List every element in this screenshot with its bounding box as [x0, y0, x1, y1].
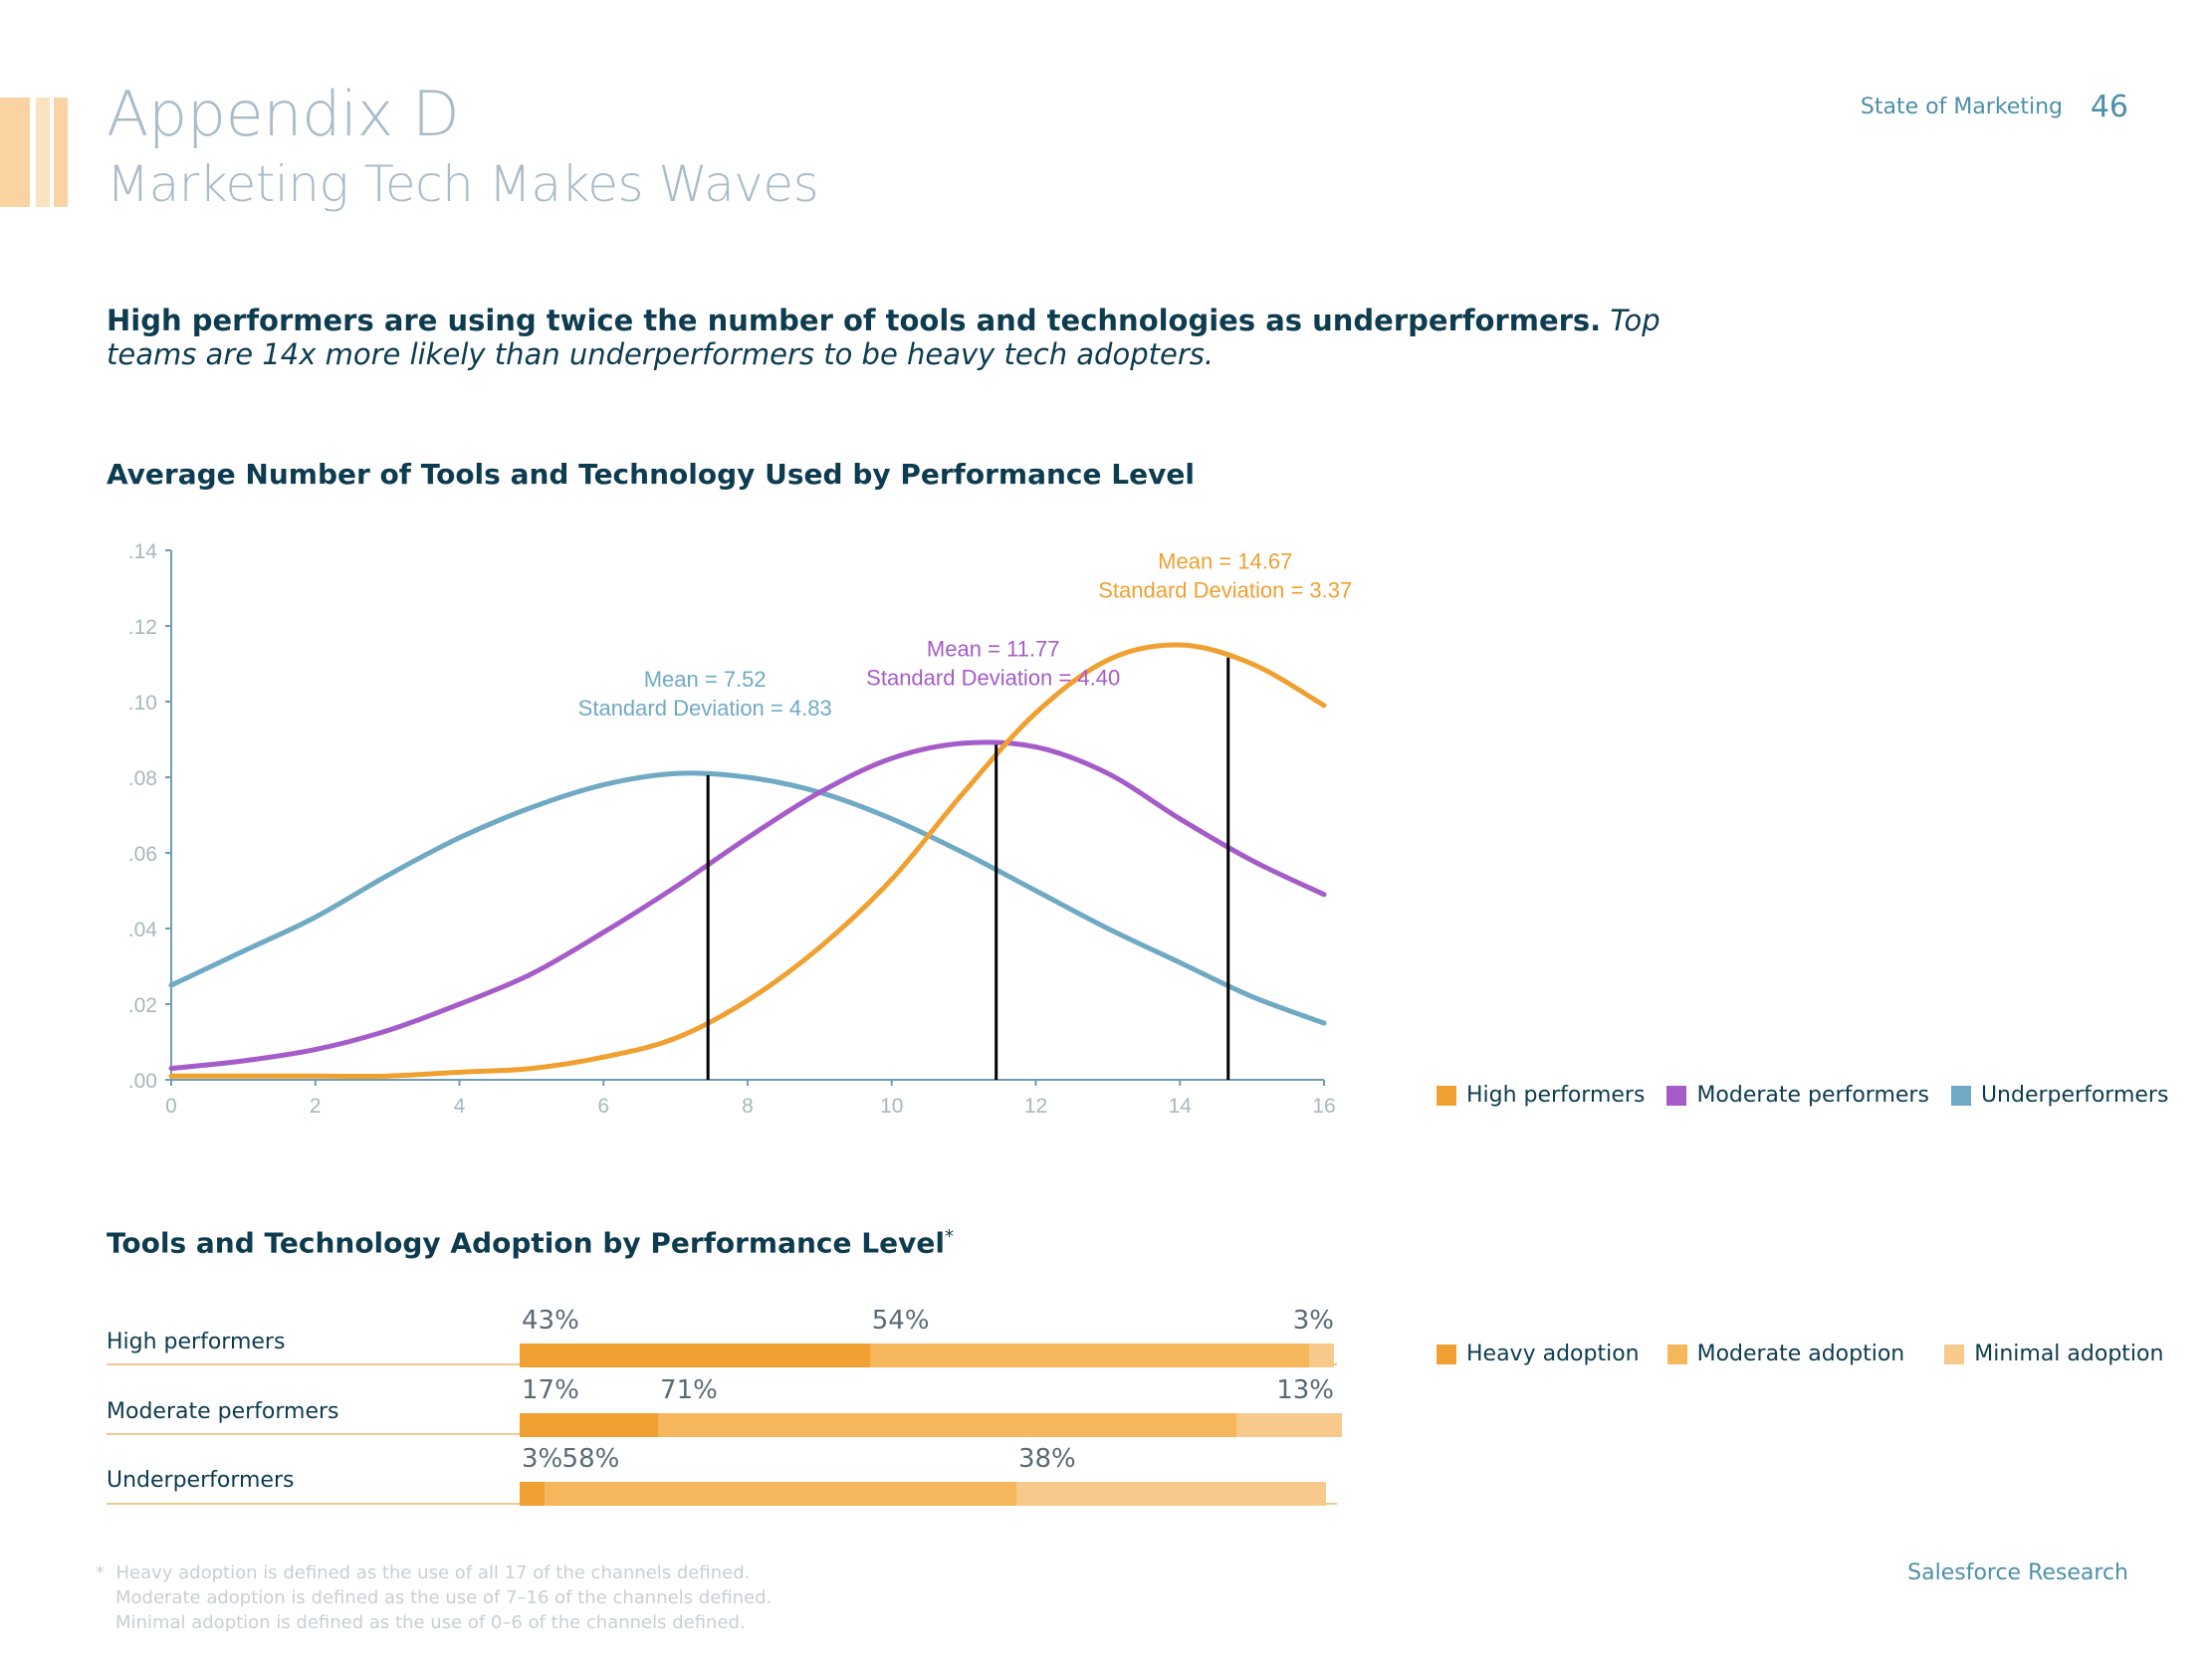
- mean-label-under: Mean = 7.52: [644, 667, 767, 692]
- legend-label-heavy: Heavy adoption: [1466, 1342, 1640, 1366]
- x-tick-label: 10: [880, 1095, 903, 1118]
- x-tick-label: 6: [597, 1095, 609, 1118]
- accent-bar-1: [0, 98, 30, 207]
- bar-segment-heavy: [520, 1413, 659, 1437]
- x-tick-label: 16: [1312, 1095, 1335, 1118]
- y-tick-label: .00: [128, 1070, 157, 1093]
- footnote-marker: *: [96, 1562, 105, 1583]
- intro-italic: Top teams are 14x more likely than under…: [107, 304, 1660, 371]
- page-title: Appendix D: [107, 78, 460, 150]
- intro-bold: High performers are using twice the numb…: [107, 304, 1602, 337]
- x-tick-label: 8: [742, 1095, 754, 1118]
- y-tick-label: .08: [128, 767, 157, 790]
- bar-value-label: 58%: [561, 1444, 620, 1474]
- bar-row-label-moderate: Moderate performers: [107, 1399, 339, 1424]
- x-tick-label: 0: [165, 1095, 177, 1118]
- bar-segment-moderate_adoption: [869, 1344, 1310, 1367]
- legend-swatch-moderate-adoption: [1666, 1344, 1687, 1364]
- bar-segment-heavy: [520, 1344, 870, 1367]
- legend-swatch-high: [1437, 1085, 1456, 1106]
- legend-item-high: High performers: [1437, 1083, 1645, 1108]
- bar-value-label: 3%: [1292, 1306, 1334, 1336]
- footnote: * Heavy adoption is defined as the use o…: [96, 1560, 772, 1635]
- legend-item-minimal: Minimal adoption: [1944, 1342, 2163, 1366]
- bar-value-label: 17%: [522, 1375, 579, 1405]
- bar-segment-heavy: [520, 1482, 545, 1506]
- sd-label-moderate: Standard Deviation = 4.40: [866, 666, 1120, 691]
- legend-item-under: Underperformers: [1950, 1083, 2169, 1108]
- footnote-line-2: Moderate adoption is defined as the use …: [115, 1587, 773, 1608]
- bar-value-label: 3%: [522, 1444, 563, 1474]
- legend-swatch-moderate: [1666, 1085, 1687, 1106]
- bar-value-label: 13%: [1276, 1375, 1334, 1405]
- x-tick-label: 14: [1169, 1095, 1193, 1118]
- series-line-moderate: [168, 739, 1327, 1072]
- bar-row-label-under: Underperformers: [107, 1468, 295, 1493]
- x-tick-label: 4: [454, 1095, 466, 1118]
- page-number: 46: [2090, 90, 2128, 124]
- legend-swatch-under: [1950, 1085, 1971, 1106]
- report-name: State of Marketing: [1860, 95, 2063, 119]
- footnote-line-3: Minimal adoption is defined as the use o…: [115, 1612, 746, 1633]
- intro-paragraph: High performers are using twice the numb…: [107, 304, 1699, 371]
- legend-item-moderate: Moderate performers: [1666, 1083, 1929, 1108]
- bar-value-label: 43%: [522, 1306, 579, 1336]
- mean-label-moderate: Mean = 11.77: [927, 637, 1060, 662]
- x-tick-label: 2: [310, 1095, 322, 1118]
- accent-bar-2: [36, 98, 50, 207]
- footer-brand: Salesforce Research: [1907, 1560, 2128, 1585]
- bar-row-label-high: High performers: [107, 1330, 286, 1354]
- x-tick-label: 12: [1024, 1095, 1047, 1118]
- legend-label-moderate-adoption: Moderate adoption: [1696, 1342, 1905, 1366]
- page-subtitle: Marketing Tech Makes Waves: [107, 155, 819, 213]
- y-tick-label: .02: [128, 994, 157, 1017]
- legend-label-moderate: Moderate performers: [1696, 1083, 1929, 1108]
- bar-value-label: 38%: [1017, 1444, 1076, 1474]
- mean-label-high: Mean = 14.67: [1158, 549, 1292, 574]
- bar-segment-minimal: [1235, 1413, 1343, 1437]
- y-tick-label: .10: [128, 692, 157, 715]
- bar-segment-minimal: [1015, 1482, 1326, 1506]
- bar-value-label: 71%: [660, 1375, 718, 1405]
- bar-segment-minimal: [1309, 1344, 1334, 1367]
- sd-label-high: Standard Deviation = 3.37: [1098, 578, 1352, 603]
- accent-bar-3: [54, 98, 68, 207]
- legend-item-moderate-adoption: Moderate adoption: [1666, 1342, 1905, 1366]
- line-chart-title: Average Number of Tools and Technology U…: [107, 458, 1195, 491]
- y-tick-label: .12: [128, 616, 157, 639]
- bar-chart-title-marker: *: [944, 1226, 954, 1247]
- y-tick-label: .04: [128, 919, 158, 941]
- legend-item-heavy: Heavy adoption: [1437, 1342, 1640, 1366]
- line-chart-legend: High performers Moderate performers Unde…: [1437, 1083, 2168, 1108]
- footnote-line-1: * Heavy adoption is defined as the use o…: [96, 1560, 772, 1585]
- bar-segment-moderate_adoption: [658, 1413, 1236, 1437]
- series-line-high: [168, 642, 1327, 1079]
- sd-label-under: Standard Deviation = 4.83: [578, 696, 832, 721]
- legend-swatch-minimal: [1944, 1344, 1965, 1364]
- y-tick-label: .06: [128, 843, 157, 866]
- footnote-text-1: Heavy adoption is defined as the use of …: [115, 1562, 751, 1583]
- bar-chart-title: Tools and Technology Adoption by Perform…: [107, 1226, 954, 1259]
- legend-label-under: Underperformers: [1980, 1083, 2169, 1108]
- series-line-under: [168, 770, 1327, 1026]
- y-tick-label: .14: [128, 540, 158, 563]
- bar-segment-moderate_adoption: [544, 1482, 1016, 1506]
- legend-label-minimal: Minimal adoption: [1974, 1342, 2164, 1366]
- legend-swatch-heavy: [1437, 1344, 1456, 1364]
- legend-label-high: High performers: [1466, 1083, 1646, 1108]
- bar-chart-legend: Heavy adoption Moderate adoption Minimal…: [1437, 1342, 2163, 1366]
- bar-value-label: 54%: [871, 1306, 930, 1336]
- bar-chart-title-text: Tools and Technology Adoption by Perform…: [107, 1226, 945, 1260]
